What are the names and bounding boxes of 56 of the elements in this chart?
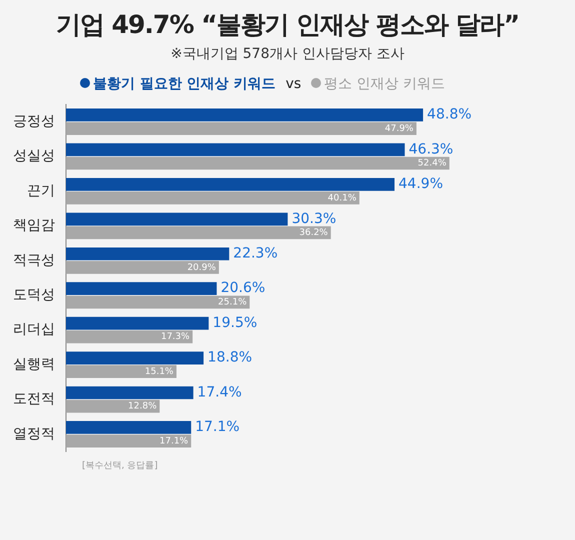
data-label: 25.1% <box>218 297 248 308</box>
y-tick-label: 적극성 <box>13 252 55 268</box>
bar <box>66 352 204 364</box>
y-tick-label: 실행력 <box>13 356 55 372</box>
bar <box>66 143 405 156</box>
bar <box>66 316 209 330</box>
bar <box>66 156 450 170</box>
legend-label: 평소 인재상 키워드 <box>323 75 446 93</box>
data-label: 30.3% <box>292 210 336 227</box>
bar <box>66 108 424 122</box>
chart-subtitle: ※국내기업 578개사 인사담당자 조사 <box>170 45 406 63</box>
data-label: 17.1% <box>160 436 189 446</box>
data-label: 22.3% <box>233 246 278 262</box>
y-tick-label: 책임감 <box>13 218 55 234</box>
text: [복수선택, 응답률] <box>82 460 159 472</box>
data-label: 19.5% <box>212 314 258 331</box>
bar <box>66 330 193 344</box>
data-label: 15.1% <box>144 366 174 377</box>
y-tick-label: 열정적 <box>13 426 55 442</box>
data-label: 36.2% <box>299 228 328 238</box>
bar <box>66 212 288 226</box>
bar <box>66 192 360 204</box>
data-label: 44.9% <box>398 176 444 192</box>
data-label: 17.4% <box>197 384 242 400</box>
data-label: 17.3% <box>160 332 190 342</box>
bar <box>66 434 192 448</box>
bar <box>66 400 160 413</box>
data-label: 20.9% <box>187 262 216 273</box>
y-tick-label: 끈기 <box>27 182 55 199</box>
data-label: 17.1% <box>195 419 240 436</box>
y-tick-label: 성실성 <box>13 148 55 164</box>
bar <box>66 122 416 135</box>
bar <box>66 282 217 296</box>
data-label: 40.1% <box>328 193 357 204</box>
bar <box>66 365 176 378</box>
data-label: 20.6% <box>220 280 266 296</box>
bar <box>66 178 395 191</box>
data-label: 52.4% <box>418 158 447 169</box>
y-tick-label: 긍정성 <box>13 113 55 130</box>
data-label: 46.3% <box>408 141 454 158</box>
bar <box>66 386 194 400</box>
y-tick-label: 도덕성 <box>13 287 55 303</box>
y-tick-label: 도전적 <box>13 391 55 408</box>
data-label: 48.8% <box>427 106 472 123</box>
bar <box>66 247 230 260</box>
bar <box>66 226 331 240</box>
bar <box>66 296 250 309</box>
y-tick-label: 리더십 <box>13 322 55 338</box>
legend-label: 불황기 필요한 인재상 키워드 <box>92 75 276 93</box>
text: vs <box>286 76 302 92</box>
data-label: 12.8% <box>128 402 158 412</box>
bar <box>66 260 219 274</box>
bar <box>66 421 192 434</box>
data-label: 47.9% <box>384 124 414 134</box>
chart-title: 기업 49.7% “불황기 인재상 평소와 달라” <box>54 9 520 41</box>
data-label: 18.8% <box>208 350 252 366</box>
